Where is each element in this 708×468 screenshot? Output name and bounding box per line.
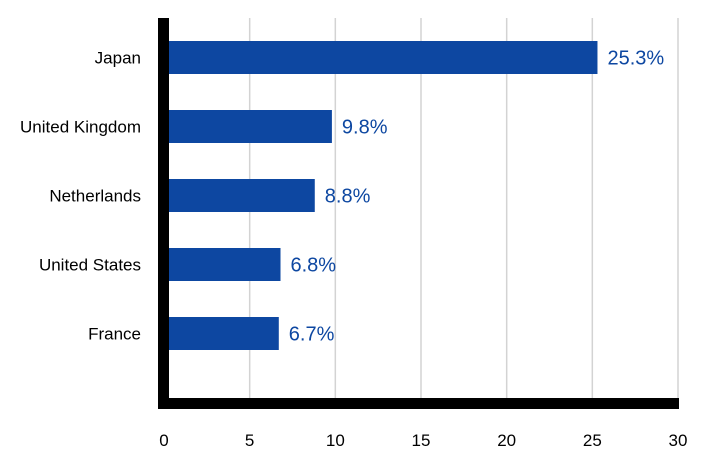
x-tick-label: 30 [669,431,688,450]
x-tick-label: 20 [497,431,516,450]
data-label: 6.7% [289,324,335,346]
x-tick-label: 10 [326,431,345,450]
category-label: United States [39,256,141,275]
x-axis-line [158,398,679,409]
y-axis-line [158,18,169,409]
data-label: 8.8% [325,186,371,208]
bar [164,248,281,281]
x-tick-label: 5 [245,431,254,450]
labels: 0 5 10 15 20 25 30 Japan 25.3% United Kingdom 9.8%… [20,48,687,451]
x-tick-label: 25 [583,431,602,450]
bars [164,41,598,350]
data-label: 9.8% [342,117,388,139]
data-label: 6.8% [291,255,337,277]
bar [164,317,279,350]
data-label: 25.3% [607,48,664,70]
axes [158,18,679,409]
category-label: Japan [95,49,141,68]
bar [164,110,332,143]
bar [164,41,598,74]
x-tick-label: 0 [159,431,168,450]
bar [164,179,315,212]
category-label: Netherlands [49,187,141,206]
category-label: France [88,325,141,344]
x-tick-label: 15 [412,431,431,450]
category-label: United Kingdom [20,118,141,137]
